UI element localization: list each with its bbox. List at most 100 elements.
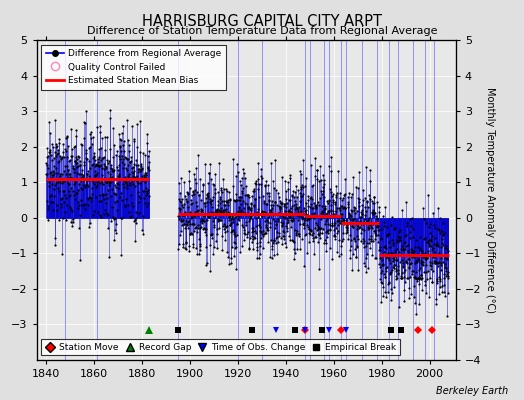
Point: [372, 232, 380, 238]
Point: [274, 239, 282, 246]
Point: [372, 220, 380, 227]
Point: [208, 209, 216, 216]
Point: [115, 152, 123, 159]
Point: [289, 188, 297, 194]
Point: [354, 224, 363, 231]
Point: [263, 189, 271, 196]
Point: [269, 201, 277, 208]
Point: [103, 133, 111, 140]
Point: [294, 230, 302, 237]
Point: [434, 260, 442, 266]
Point: [305, 216, 313, 222]
Point: [280, 203, 288, 210]
Point: [222, 209, 231, 216]
Point: [347, 207, 356, 214]
Point: [432, 276, 441, 282]
Point: [193, 229, 201, 235]
Point: [114, 181, 122, 187]
Point: [212, 211, 221, 217]
Point: [259, 245, 267, 252]
Point: [184, 219, 192, 226]
Point: [54, 185, 62, 191]
Point: [177, 175, 185, 181]
Point: [117, 214, 126, 221]
Point: [365, 236, 373, 243]
Point: [74, 205, 82, 211]
Point: [423, 238, 431, 245]
Point: [407, 246, 416, 252]
Point: [311, 202, 320, 208]
Point: [138, 173, 146, 179]
Point: [326, 226, 334, 233]
Point: [289, 256, 298, 262]
Point: [84, 224, 93, 230]
Point: [203, 193, 212, 200]
Point: [61, 176, 69, 182]
Point: [314, 225, 323, 231]
Point: [269, 239, 277, 246]
Point: [339, 230, 347, 236]
Point: [128, 169, 136, 176]
Point: [83, 156, 91, 162]
Point: [427, 263, 435, 269]
Y-axis label: Monthly Temperature Anomaly Difference (°C): Monthly Temperature Anomaly Difference (…: [485, 87, 495, 313]
Point: [278, 223, 287, 229]
Point: [314, 226, 323, 232]
Point: [393, 257, 401, 263]
Point: [215, 199, 224, 206]
Point: [64, 142, 72, 149]
Point: [115, 156, 124, 163]
Point: [402, 258, 410, 264]
Point: [418, 250, 427, 257]
Point: [373, 216, 381, 222]
Point: [184, 168, 193, 174]
Point: [373, 224, 381, 230]
Point: [296, 198, 304, 204]
Point: [227, 214, 236, 220]
Point: [355, 196, 364, 202]
Point: [432, 296, 440, 302]
Point: [435, 215, 444, 221]
Point: [72, 190, 80, 196]
Point: [184, 218, 193, 224]
Point: [219, 209, 227, 216]
Point: [291, 204, 300, 210]
Point: [421, 261, 430, 268]
Point: [395, 235, 403, 242]
Point: [73, 153, 82, 159]
Point: [102, 164, 110, 171]
Point: [104, 212, 112, 219]
Point: [73, 155, 81, 162]
Point: [117, 137, 125, 143]
Point: [261, 229, 270, 236]
Point: [188, 192, 196, 198]
Point: [125, 170, 133, 177]
Point: [89, 161, 97, 168]
Point: [124, 173, 132, 179]
Point: [286, 175, 294, 181]
Point: [137, 161, 146, 167]
Point: [308, 204, 316, 211]
Point: [304, 224, 312, 230]
Point: [51, 116, 59, 123]
Point: [118, 181, 127, 188]
Point: [246, 215, 255, 221]
Point: [252, 180, 260, 187]
Point: [360, 219, 368, 225]
Point: [376, 264, 385, 270]
Point: [382, 265, 390, 271]
Point: [228, 219, 237, 225]
Point: [350, 224, 358, 230]
Point: [317, 216, 325, 222]
Point: [43, 206, 52, 212]
Point: [70, 181, 79, 187]
Point: [178, 211, 186, 218]
Point: [181, 224, 189, 231]
Point: [354, 223, 362, 229]
Point: [49, 192, 58, 199]
Point: [223, 249, 231, 255]
Point: [276, 206, 284, 212]
Point: [350, 207, 358, 213]
Point: [88, 140, 96, 147]
Point: [71, 143, 80, 150]
